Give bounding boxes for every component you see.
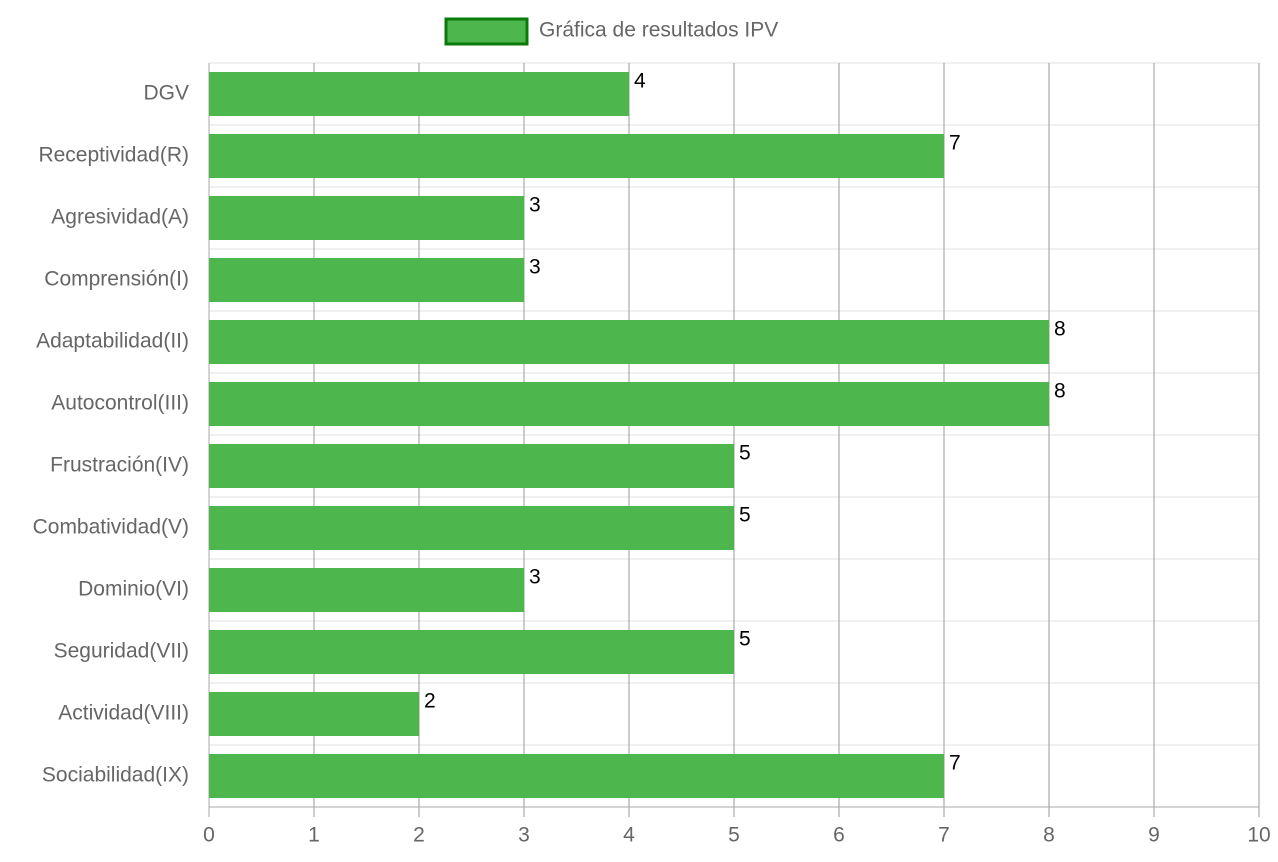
bar [209,630,734,674]
data-label: 8 [1054,380,1066,403]
x-tick-label: 8 [1043,824,1055,847]
y-tick-label: Agresividad(A) [51,206,189,229]
data-label: 5 [739,442,751,465]
bar [209,72,629,116]
data-label: 5 [739,628,751,651]
x-tick-label: 9 [1148,824,1160,847]
bar [209,754,944,798]
x-tick-label: 0 [203,824,215,847]
bar [209,382,1049,426]
x-tick-label: 2 [413,824,425,847]
data-label: 3 [529,566,541,589]
legend-label: Gráfica de resultados IPV [539,19,778,42]
data-label: 4 [634,70,646,93]
y-tick-label: Actividad(VIII) [58,702,189,725]
y-tick-label: Sociabilidad(IX) [42,764,189,787]
bar [209,320,1049,364]
data-label: 3 [529,256,541,279]
x-tick-label: 4 [623,824,635,847]
y-tick-label: Comprensión(I) [44,268,189,291]
bar [209,506,734,550]
data-label: 2 [424,690,436,713]
data-label: 5 [739,504,751,527]
y-tick-label: Seguridad(VII) [54,640,189,663]
x-tick-label: 6 [833,824,845,847]
x-tick-label: 5 [728,824,740,847]
bar [209,258,524,302]
x-tick-label: 10 [1247,824,1270,847]
data-label: 8 [1054,318,1066,341]
bar [209,134,944,178]
x-tick-label: 1 [308,824,320,847]
x-tick-label: 3 [518,824,530,847]
legend-swatch [444,17,529,46]
y-tick-label: DGV [143,82,189,105]
x-tick-label: 7 [938,824,950,847]
data-label: 7 [949,132,961,155]
data-label: 3 [529,194,541,217]
bar [209,692,419,736]
bar [209,568,524,612]
bar [209,196,524,240]
y-tick-label: Frustración(IV) [50,454,189,477]
y-tick-label: Combatividad(V) [33,516,189,539]
data-label: 7 [949,752,961,775]
y-tick-label: Receptividad(R) [38,144,189,167]
bar [209,444,734,488]
y-tick-label: Adaptabilidad(II) [36,330,189,353]
y-tick-label: Autocontrol(III) [51,392,189,415]
y-tick-label: Dominio(VI) [78,578,189,601]
